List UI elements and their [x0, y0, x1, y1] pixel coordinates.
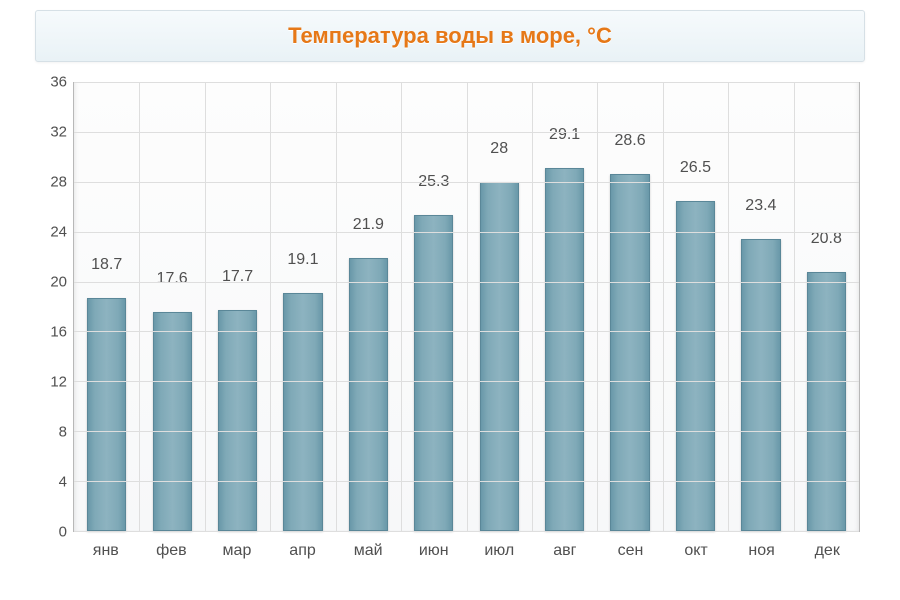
x-tick-label: мар: [223, 542, 252, 560]
y-tick-label: 4: [59, 474, 67, 491]
y-tick-label: 24: [50, 223, 67, 240]
vgridline: [139, 82, 140, 531]
vgridline: [597, 82, 598, 531]
bar-value-label: 17.6: [157, 270, 188, 291]
y-tick-label: 8: [59, 424, 67, 441]
x-tick-label: июл: [484, 542, 514, 560]
bar-value-label: 25.3: [418, 173, 449, 194]
bar: [218, 310, 257, 531]
x-tick-label: сен: [618, 542, 644, 560]
y-tick-label: 0: [59, 524, 67, 541]
vgridline: [532, 82, 533, 531]
y-tick-label: 16: [50, 324, 67, 341]
bar-value-label: 20.8: [811, 230, 842, 251]
vgridline: [663, 82, 664, 531]
x-tick-label: апр: [289, 542, 315, 560]
vgridline: [401, 82, 402, 531]
y-axis: 04812162024283236: [35, 82, 73, 532]
y-tick-label: 36: [50, 74, 67, 91]
bar: [807, 272, 846, 531]
vgridline: [270, 82, 271, 531]
bar: [610, 174, 649, 531]
x-tick-label: фев: [156, 542, 187, 560]
vgridline: [794, 82, 795, 531]
x-tick-label: авг: [553, 542, 576, 560]
vgridline: [205, 82, 206, 531]
x-axis: янв фев мар апр май июн июл авг сен окт ноя дек: [73, 532, 860, 572]
bar-value-label: 29.1: [549, 126, 580, 147]
x-tick-label: ноя: [748, 542, 774, 560]
bar: [349, 258, 388, 531]
bar-value-label: 23.4: [745, 197, 776, 218]
y-tick-label: 20: [50, 274, 67, 291]
bar-value-label: 17.7: [222, 268, 253, 289]
bar: [414, 215, 453, 531]
bar: [153, 312, 192, 532]
bar-value-label: 28: [490, 140, 508, 161]
bar-value-label: 28.6: [614, 132, 645, 153]
plot-region: 18.7 17.6 17.7 19.1 21.9 25.3 28 29.1 28.6 26.5 23…: [73, 82, 860, 532]
x-tick-label: янв: [93, 542, 119, 560]
bar-value-label: 21.9: [353, 216, 384, 237]
x-tick-label: дек: [815, 542, 840, 560]
bar-value-label: 18.7: [91, 256, 122, 277]
bar-value-label: 26.5: [680, 159, 711, 180]
bar: [283, 293, 322, 531]
y-tick-label: 12: [50, 373, 67, 390]
x-tick-label: июн: [419, 542, 449, 560]
chart-area: 04812162024283236 18.717.617.719.121.925…: [35, 82, 865, 572]
x-tick-label: окт: [684, 542, 707, 560]
chart-title: Температура воды в море, °C: [288, 23, 612, 48]
vgridline: [467, 82, 468, 531]
bar: [87, 298, 126, 531]
bar: [480, 182, 519, 531]
vgridline: [336, 82, 337, 531]
bar-value-label: 19.1: [287, 251, 318, 272]
y-tick-label: 28: [50, 174, 67, 191]
vgridline: [728, 82, 729, 531]
bar: [741, 239, 780, 531]
y-tick-label: 32: [50, 124, 67, 141]
chart-title-bar: Температура воды в море, °C: [35, 10, 865, 62]
bar: [545, 168, 584, 531]
x-tick-label: май: [354, 542, 383, 560]
